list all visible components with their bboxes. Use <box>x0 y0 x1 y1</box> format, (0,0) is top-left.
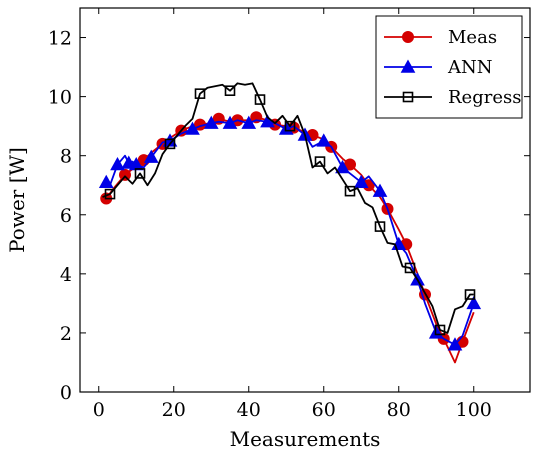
ann-point <box>222 115 238 129</box>
series-regress <box>102 82 476 336</box>
regress-point <box>164 138 176 150</box>
legend-label-meas: Meas <box>448 27 497 48</box>
ann-point <box>241 115 257 129</box>
ann-point <box>185 121 200 135</box>
legend-marker-ann <box>400 59 416 73</box>
y-tick-label: 12 <box>48 28 72 50</box>
ann-point <box>110 157 125 171</box>
ann-point <box>260 114 275 128</box>
meas-point <box>119 168 131 181</box>
legend-entry-regress: Regress <box>384 87 521 108</box>
ann-point <box>466 295 482 310</box>
ann-point <box>372 183 388 197</box>
x-tick-label: 60 <box>312 399 336 421</box>
legend-label-regress: Regress <box>448 87 521 108</box>
regress-point <box>284 120 296 132</box>
ann-point <box>143 149 159 163</box>
y-axis-label: Power [W] <box>5 147 29 253</box>
regress-point <box>374 221 386 232</box>
regress-point <box>194 88 206 99</box>
series-layer <box>98 82 482 364</box>
y-tick-label: 2 <box>60 323 72 345</box>
legend: Meas ANN Regress <box>375 15 523 119</box>
regress-point <box>434 324 446 336</box>
legend-marker-regress <box>402 91 414 103</box>
ann-point <box>335 159 350 174</box>
legend-entry-meas: Meas <box>384 27 497 48</box>
ann-point <box>447 337 463 351</box>
plot-border <box>79 7 531 393</box>
regress-point <box>404 262 416 274</box>
ann-point <box>203 115 219 129</box>
ann-point <box>353 174 369 188</box>
ann-point <box>98 174 114 188</box>
axes: 0 20 40 60 80 100 0 2 4 6 8 10 12 <box>48 8 530 421</box>
regress-point <box>314 156 326 167</box>
legend-entry-ann: ANN <box>384 57 493 78</box>
x-axis-label: Measurements <box>230 427 381 451</box>
x-tick-label: 20 <box>162 399 186 421</box>
y-tick-label: 6 <box>60 205 72 227</box>
x-tick-label: 40 <box>237 399 261 421</box>
x-tick-label: 80 <box>387 399 411 421</box>
regress-point <box>104 188 116 200</box>
legend-label-ann: ANN <box>447 57 493 78</box>
plot-frame <box>79 7 531 393</box>
regress-point <box>344 185 356 197</box>
y-tick-label: 10 <box>48 87 72 109</box>
series-ann <box>98 114 482 351</box>
legend-marker-meas <box>402 31 414 43</box>
y-tick-label: 0 <box>60 382 72 404</box>
ann-line <box>102 119 475 346</box>
regress-point <box>224 85 236 97</box>
regress-point <box>254 94 266 105</box>
meas-line <box>102 116 475 364</box>
x-tick-label: 100 <box>456 399 492 421</box>
y-tick-label: 8 <box>60 146 72 168</box>
ann-point <box>316 133 332 147</box>
regress-line <box>102 82 474 334</box>
regress-point <box>464 289 476 300</box>
y-tick-label: 4 <box>60 264 72 286</box>
regress-point <box>134 168 146 179</box>
x-tick-label: 0 <box>93 399 105 421</box>
